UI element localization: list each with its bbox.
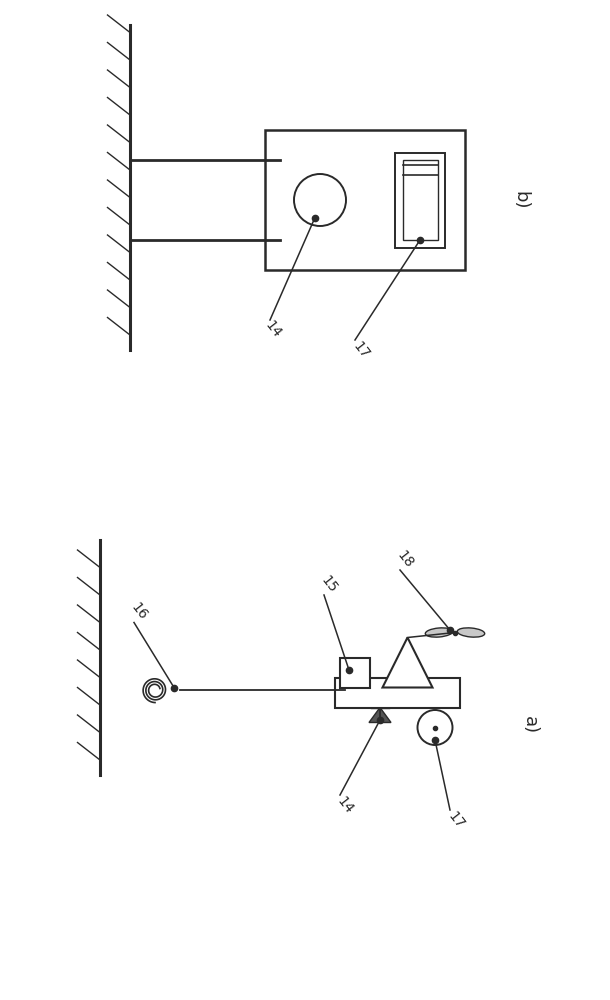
Circle shape: [417, 710, 453, 745]
Text: 16: 16: [128, 600, 150, 623]
Bar: [265, 130, 465, 270]
Ellipse shape: [425, 628, 453, 637]
Circle shape: [294, 174, 346, 226]
Text: b): b): [511, 191, 529, 209]
Text: 18: 18: [394, 548, 416, 570]
Text: a): a): [521, 716, 539, 734]
Text: 17: 17: [445, 809, 467, 832]
Text: 17: 17: [350, 339, 372, 362]
Text: 15: 15: [318, 573, 340, 595]
Polygon shape: [382, 638, 432, 688]
Text: 14: 14: [334, 794, 356, 817]
Bar: [340, 658, 370, 688]
Bar: [335, 678, 460, 708]
Ellipse shape: [458, 628, 485, 637]
Polygon shape: [369, 708, 391, 722]
Bar: [395, 152, 445, 247]
Text: 14: 14: [262, 318, 284, 340]
Bar: [403, 160, 437, 240]
